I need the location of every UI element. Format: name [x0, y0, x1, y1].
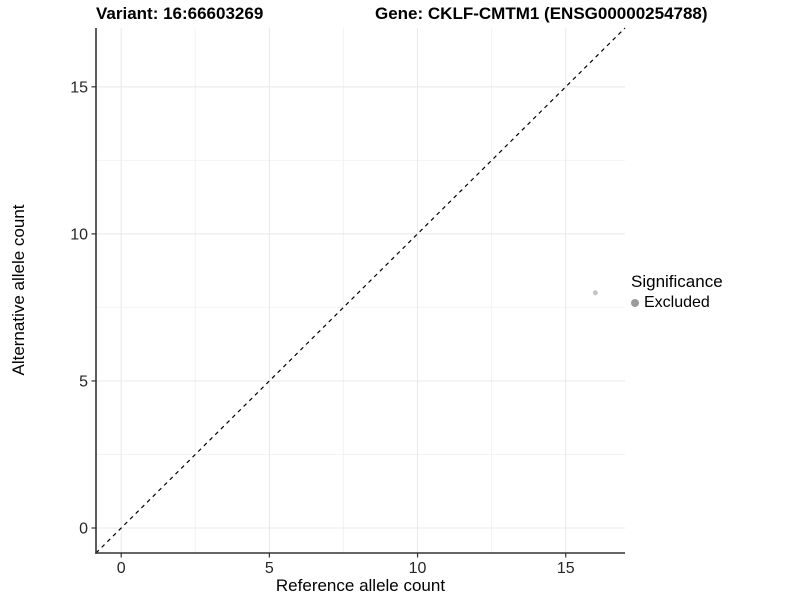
svg-text:5: 5	[265, 560, 274, 577]
legend-item-label: Excluded	[644, 294, 710, 311]
svg-text:15: 15	[557, 560, 575, 577]
legend-key-dot-icon	[631, 299, 639, 307]
svg-text:0: 0	[117, 560, 126, 577]
legend-item-excluded: Excluded	[631, 294, 723, 312]
data-points-excluded	[592, 290, 598, 296]
svg-text:15: 15	[70, 79, 88, 96]
legend: Significance Excluded	[631, 272, 723, 312]
y-axis-title: Alternative allele count	[9, 204, 28, 376]
svg-text:0: 0	[79, 521, 88, 538]
data-point	[592, 290, 598, 296]
gene-title: Gene: CKLF-CMTM1 (ENSG00000254788)	[375, 4, 708, 23]
x-axis-title: Reference allele count	[275, 576, 446, 595]
minor-gridlines	[96, 28, 625, 553]
y-tick-labels: 0 5 10 15	[70, 79, 88, 537]
variant-title: Variant: 16:66603269	[96, 4, 264, 23]
legend-title: Significance	[631, 272, 723, 291]
svg-text:5: 5	[79, 373, 88, 390]
major-gridlines	[96, 28, 625, 553]
svg-text:10: 10	[70, 226, 88, 243]
axis-lines	[95, 28, 625, 554]
identity-line	[95, 27, 626, 554]
x-tick-labels: 0 5 10 15	[117, 560, 575, 577]
axis-ticks	[91, 86, 567, 558]
svg-text:10: 10	[409, 560, 427, 577]
